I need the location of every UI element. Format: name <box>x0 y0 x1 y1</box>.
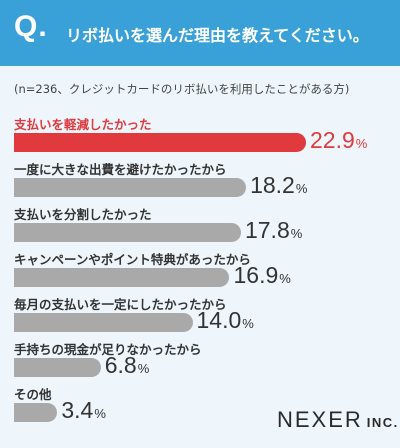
bar-label: 支払いを軽減したかった <box>14 117 152 132</box>
bar-label: 支払いを分割したかった <box>14 207 152 222</box>
percent-unit: % <box>295 181 308 196</box>
percent-unit: % <box>94 406 106 421</box>
bar <box>14 223 241 242</box>
bar-label: 毎月の支払いを一定にしたかったから <box>14 297 227 312</box>
percent-unit: % <box>137 361 150 376</box>
value-number: 16.9 <box>233 262 279 288</box>
logo-suffix: INC. <box>366 415 399 430</box>
percent-unit: % <box>279 271 291 286</box>
value-label: 3.4% <box>61 397 106 424</box>
value-label: 17.8% <box>245 217 302 244</box>
nexer-logo: NEXER INC. <box>277 407 399 433</box>
sample-note: (n=236、クレジットカードのリボ払いを利用したことがある方) <box>14 82 350 96</box>
question-header: Q. リボ払いを選んだ理由を教えてください。 <box>0 0 400 66</box>
percent-unit: % <box>290 226 303 241</box>
question-text: リボ払いを選んだ理由を教えてください。 <box>66 26 369 45</box>
percent-unit: % <box>355 136 368 151</box>
value-label: 22.9% <box>310 127 367 154</box>
chart-area <box>0 66 400 448</box>
value-number: 18.2 <box>250 172 295 198</box>
bar-label: 一度に大きな出費を避けたかったから <box>14 162 227 177</box>
bar-label: その他 <box>14 387 52 402</box>
bar <box>14 358 101 377</box>
logo-name: NEXER <box>277 407 363 432</box>
bar <box>14 133 306 152</box>
bar <box>14 313 193 332</box>
bar <box>14 178 247 197</box>
percent-unit: % <box>242 316 254 331</box>
value-label: 14.0% <box>197 307 254 334</box>
value-number: 6.8 <box>104 352 137 378</box>
bar <box>14 268 230 287</box>
value-number: 17.8 <box>244 217 290 243</box>
bar <box>14 403 58 422</box>
value-number: 14.0 <box>196 307 242 333</box>
value-label: 16.9% <box>233 262 290 289</box>
value-label: 6.8% <box>105 352 150 379</box>
value-number: 3.4 <box>61 397 94 423</box>
value-label: 18.2% <box>250 172 307 199</box>
value-number: 22.9 <box>310 127 355 153</box>
bar-label: 手持ちの現金が足りなかったから <box>14 342 202 357</box>
bar-label: キャンペーンやポイント特典があったから <box>14 252 251 267</box>
question-mark-label: Q. <box>14 10 48 43</box>
